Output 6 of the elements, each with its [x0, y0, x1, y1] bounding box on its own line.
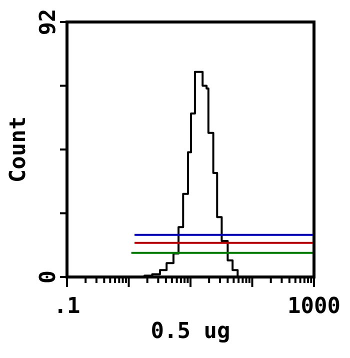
y-tick-label: 0 — [36, 270, 61, 284]
x-tick-label: 1000 — [288, 294, 340, 319]
y-tick-label: 92 — [36, 8, 61, 36]
x-tick-label: .1 — [54, 294, 80, 319]
x-axis-title: 0.5 ug — [150, 319, 230, 344]
y-axis-title: Count — [6, 116, 31, 183]
